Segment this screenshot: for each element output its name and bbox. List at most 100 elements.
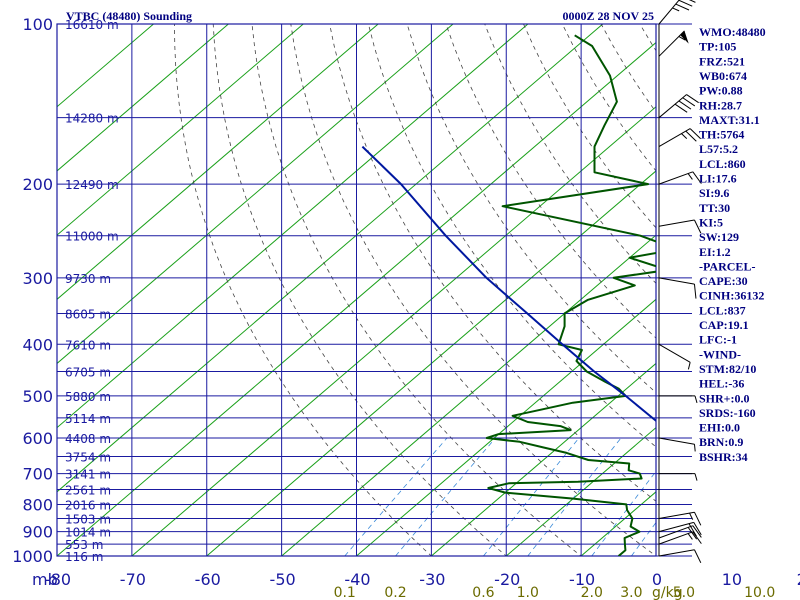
- dry-adiabat-line: [212, 24, 507, 556]
- stat-line: L57:5.2: [699, 142, 738, 156]
- stat-line: CINH:36132: [699, 289, 764, 303]
- height-label: 116 m: [65, 550, 103, 564]
- wind-barb-staff: [658, 521, 694, 533]
- mixing-ratio-label: 0.1: [334, 585, 356, 600]
- temperature-grid: [56, 24, 657, 556]
- isotherm-line: [131, 106, 656, 556]
- wind-barb-staff: [658, 0, 680, 25]
- pressure-tick-label: 800: [22, 495, 53, 514]
- wind-barb-flag: [694, 511, 702, 526]
- dry-adiabat-line: [368, 24, 656, 448]
- temp-tick-label: -70: [120, 570, 146, 589]
- isotherm-line: [57, 24, 379, 300]
- wind-barb-staff: [658, 219, 695, 227]
- height-label: 7610 m: [65, 338, 111, 352]
- height-label: 6705 m: [65, 366, 111, 380]
- wind-barb: [658, 30, 689, 57]
- stat-line: SI:9.6: [699, 186, 729, 200]
- wind-barb-halfflag: [681, 133, 688, 140]
- height-label: 9730 m: [65, 272, 111, 286]
- wind-barb: [658, 525, 702, 540]
- isotherm-line: [355, 298, 656, 556]
- mixing-ratio-label: 0.6: [472, 585, 494, 600]
- isotherm-line: [430, 362, 656, 556]
- stat-line: BSHR:34: [699, 450, 748, 464]
- wind-barb: [658, 343, 691, 370]
- wind-barb: [658, 521, 702, 537]
- height-label: 12490 m: [65, 178, 119, 192]
- temp-tick-label: 10: [722, 570, 742, 589]
- stat-line: SRDS:-160: [699, 406, 756, 420]
- stat-line: MAXT:31.1: [699, 113, 760, 127]
- mixing-ratio-line: [631, 521, 656, 556]
- stat-line: EHI:0.0: [699, 421, 740, 435]
- pressure-tick-label: 700: [22, 465, 53, 484]
- wind-barb-staff: [658, 343, 691, 363]
- stat-line: KI:5: [699, 215, 723, 229]
- wind-barb-flag: [692, 171, 702, 184]
- isotherm-line: [505, 426, 656, 556]
- pressure-tick-label: 500: [22, 387, 53, 406]
- mixing-ratio-label: 0.2: [384, 585, 406, 600]
- sounding-series: [361, 34, 656, 556]
- isotherm-line: [57, 24, 529, 429]
- height-label: 14280 m: [65, 112, 119, 126]
- height-label: 1014 m: [65, 526, 111, 540]
- wind-barb-flag: [682, 97, 696, 107]
- wind-barb-staff: [658, 549, 695, 557]
- mixing-ratio-label: 1.0: [517, 585, 539, 600]
- temp-unit-label: mb: [32, 570, 58, 589]
- stat-line: RH:28.7: [699, 98, 742, 112]
- isotherm-line: [57, 24, 604, 493]
- stat-line: -PARCEL-: [699, 259, 755, 273]
- temperature-axis-labels: mb-80-70-60-50-40-30-20-1001020304050: [32, 570, 800, 589]
- dry-adiabat-line: [174, 24, 432, 556]
- temp-tick-label: -10: [569, 570, 595, 589]
- pressure-tick-label: 400: [22, 335, 53, 354]
- chart-title: VTBC (48480) Sounding: [66, 9, 192, 23]
- stat-line: LI:17.6: [699, 172, 737, 186]
- wind-barb-flag: [692, 531, 702, 544]
- wind-barb: [658, 94, 699, 119]
- wind-barb: [658, 171, 702, 185]
- wind-barb: [658, 511, 702, 526]
- wind-barb-staff: [658, 525, 693, 539]
- pressure-tick-label: 200: [22, 175, 53, 194]
- wind-barb-flag: [686, 94, 699, 104]
- wind-barb-halfflag: [694, 473, 698, 481]
- stat-line: STM:82/10: [699, 362, 756, 376]
- mixing-ratio-label: 2.0: [581, 585, 603, 600]
- stat-line: SW:129: [699, 230, 739, 244]
- stat-line: HEL:-36: [699, 377, 744, 391]
- wind-barb-halfflag: [687, 173, 693, 180]
- wind-barb-halfflag: [693, 444, 696, 452]
- dry-adiabat-line: [251, 24, 582, 556]
- wind-barb-pennant: [680, 30, 689, 44]
- wind-barb-flag: [688, 0, 696, 3]
- wind-barb-flag: [674, 103, 688, 113]
- wind-barb: [658, 437, 696, 452]
- stat-line: WB0:674: [699, 69, 747, 83]
- stat-line: CAPE:30: [699, 274, 748, 288]
- chart-time: 0000Z 28 NOV 25: [563, 9, 654, 23]
- wind-barb-staff: [658, 531, 693, 545]
- mixing-ratio-label: 3.0: [620, 585, 642, 600]
- height-label: 2016 m: [65, 498, 111, 512]
- wind-barb-halfflag: [678, 36, 686, 41]
- stat-line: LCL:860: [699, 157, 746, 171]
- pressure-tick-label: 900: [22, 523, 53, 542]
- wind-barb: [659, 395, 698, 403]
- wind-barb-staff: [658, 171, 693, 185]
- wind-barb-staff: [658, 128, 691, 148]
- height-label: 3141 m: [65, 468, 111, 482]
- stat-line: EI:1.2: [699, 245, 731, 259]
- stat-line: PW:0.88: [699, 84, 743, 98]
- temp-tick-label: 20: [797, 570, 800, 589]
- stat-line: LCL:837: [699, 303, 746, 317]
- wind-barb-flag: [675, 3, 690, 11]
- stat-line: LFC:-1: [699, 333, 737, 347]
- dry-adiabat-line: [445, 24, 656, 339]
- height-label: 16610 m: [65, 18, 119, 32]
- wind-barb: [658, 219, 702, 234]
